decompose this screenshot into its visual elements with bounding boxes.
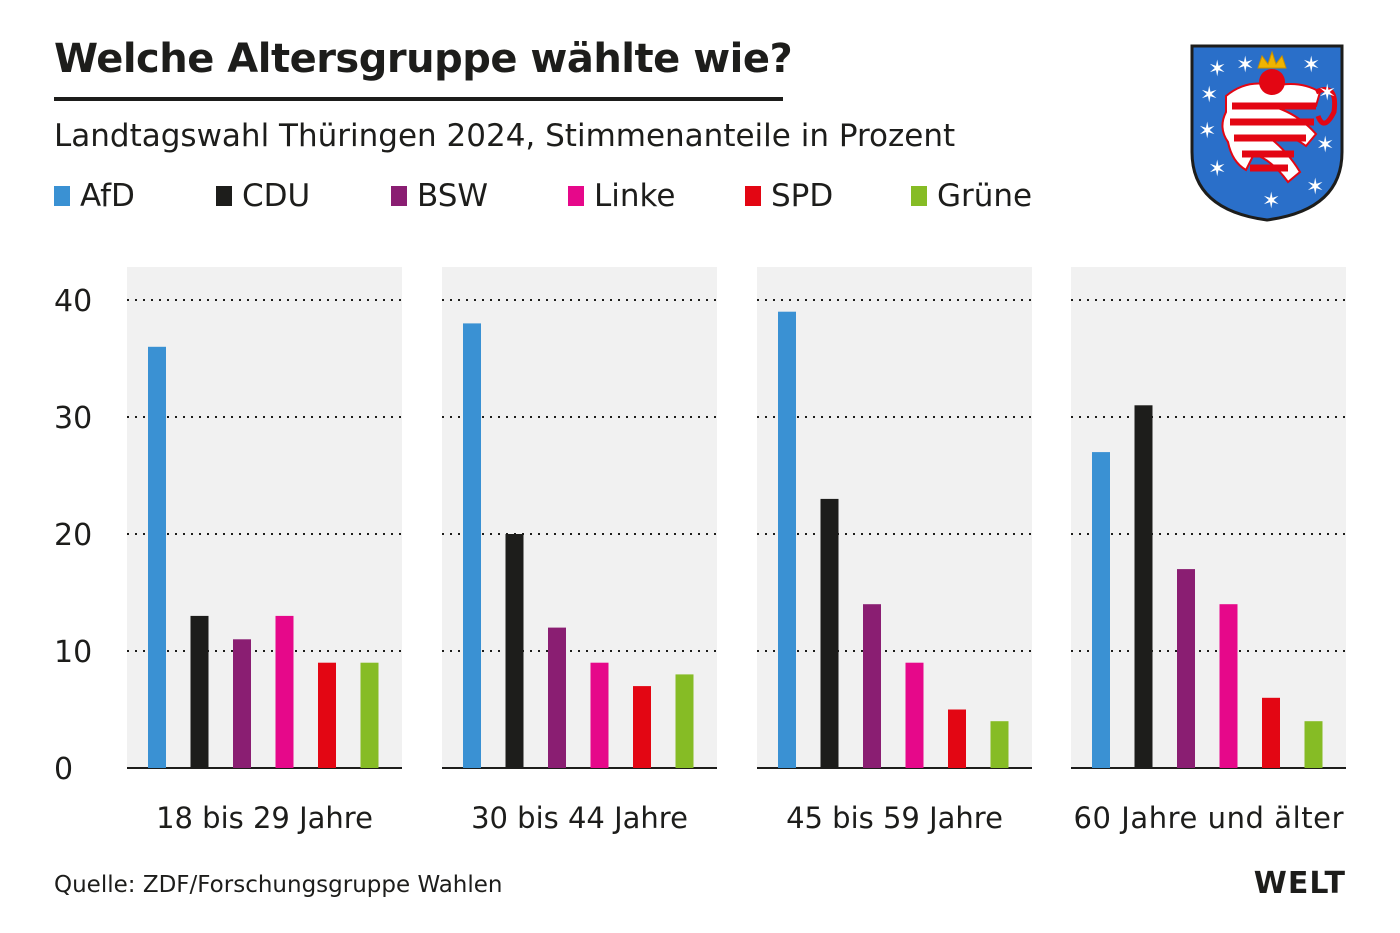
- bar-linke-60-jahre-und-lter: [1219, 604, 1238, 768]
- bar-spd-30-bis-44-jahre: [633, 686, 651, 768]
- legend-label-afd: AfD: [80, 178, 135, 214]
- y-tick-label: 10: [54, 635, 92, 670]
- grouped-bar-chart: 0 10 20 30 40 18 bis 29 Jahre 30 bis 44 Jahre 4…: [54, 267, 1346, 835]
- bar-linke-30-bis-44-jahre: [590, 662, 609, 768]
- svg-text:✶: ✶: [1208, 157, 1226, 182]
- legend-swatch-linke: [568, 186, 584, 206]
- legend-swatch-spd: [745, 186, 761, 206]
- welt-logo: WELT: [1253, 866, 1346, 901]
- svg-text:✶: ✶: [1318, 81, 1336, 106]
- source-note: Quelle: ZDF/Forschungsgruppe Wahlen: [54, 872, 503, 898]
- bar-afd-18-bis-29-jahre: [148, 346, 166, 768]
- bar-bsw-60-jahre-und-lter: [1177, 569, 1195, 768]
- x-category-label-30-bis-44-jahre: 30 bis 44 Jahre: [471, 801, 688, 835]
- svg-text:✶: ✶: [1208, 57, 1226, 82]
- legend-item-spd: SPD: [745, 178, 833, 214]
- svg-text:✶: ✶: [1306, 175, 1324, 200]
- bar-spd-60-jahre-und-lter: [1262, 697, 1280, 768]
- bar-linke-18-bis-29-jahre: [275, 615, 294, 768]
- legend-label-cdu: CDU: [242, 178, 311, 214]
- x-category-label-18-bis-29-jahre: 18 bis 29 Jahre: [156, 801, 373, 835]
- title-underline: [54, 97, 783, 101]
- bar-afd-60-jahre-und-lter: [1092, 452, 1110, 768]
- legend-item-gruene: Grüne: [911, 178, 1032, 214]
- y-tick-label: 20: [54, 518, 92, 553]
- svg-text:✶: ✶: [1262, 189, 1280, 214]
- bar-bsw-45-bis-59-jahre: [863, 604, 881, 768]
- legend-swatch-cdu: [216, 186, 232, 206]
- legend-label-bsw: BSW: [417, 178, 489, 214]
- bar-afd-30-bis-44-jahre: [463, 323, 481, 768]
- legend-item-cdu: CDU: [216, 178, 310, 214]
- panel-background: [442, 267, 717, 768]
- legend-swatch-gruene: [911, 186, 927, 206]
- y-tick-label: 30: [54, 401, 92, 436]
- bar-spd-45-bis-59-jahre: [948, 709, 966, 768]
- svg-text:✶: ✶: [1236, 53, 1254, 78]
- legend-item-bsw: BSW: [391, 178, 488, 214]
- bar-gr-ne-45-bis-59-jahre: [990, 721, 1009, 768]
- bar-gr-ne-30-bis-44-jahre: [675, 674, 694, 768]
- lion-figure: [1221, 50, 1338, 184]
- x-category-label-45-bis-59-jahre: 45 bis 59 Jahre: [786, 801, 1003, 835]
- legend-label-linke: Linke: [594, 178, 676, 214]
- svg-text:✶: ✶: [1316, 133, 1334, 158]
- svg-text:✶: ✶: [1198, 119, 1216, 144]
- y-tick-label: 0: [54, 752, 73, 787]
- legend-swatch-bsw: [391, 186, 407, 206]
- legend-item-afd: AfD: [54, 178, 135, 214]
- chart-subtitle: Landtagswahl Thüringen 2024, Stimmenante…: [54, 118, 956, 154]
- bar-cdu-60-jahre-und-lter: [1134, 405, 1153, 768]
- bar-cdu-45-bis-59-jahre: [820, 498, 839, 768]
- legend-swatch-afd: [54, 186, 70, 206]
- bar-gr-ne-60-jahre-und-lter: [1304, 721, 1323, 768]
- legend-label-gruene: Grüne: [937, 178, 1033, 214]
- thuringia-coat-of-arms: ✶ ✶ ✶ ✶ ✶ ✶ ✶ ✶ ✶ ✶: [1190, 44, 1344, 222]
- bar-bsw-30-bis-44-jahre: [548, 627, 566, 768]
- y-tick-label: 40: [54, 284, 92, 319]
- bar-bsw-18-bis-29-jahre: [233, 639, 251, 768]
- legend-item-linke: Linke: [568, 178, 675, 214]
- bar-spd-18-bis-29-jahre: [318, 662, 336, 768]
- chart-title: Welche Altersgruppe wählte wie?: [54, 36, 793, 82]
- x-category-label-60-jahre-und-lter: 60 Jahre und älter: [1074, 801, 1344, 835]
- panel-background: [127, 267, 402, 768]
- legend-label-spd: SPD: [771, 178, 834, 214]
- star-icons: ✶ ✶ ✶ ✶ ✶ ✶ ✶ ✶ ✶ ✶: [1198, 53, 1336, 214]
- bar-gr-ne-18-bis-29-jahre: [360, 662, 379, 768]
- bar-afd-45-bis-59-jahre: [778, 311, 796, 768]
- bar-linke-45-bis-59-jahre: [905, 662, 924, 768]
- bar-cdu-18-bis-29-jahre: [190, 615, 209, 768]
- bar-cdu-30-bis-44-jahre: [505, 534, 524, 768]
- panel-background: [1071, 267, 1346, 768]
- svg-text:✶: ✶: [1200, 83, 1218, 108]
- svg-text:✶: ✶: [1302, 53, 1320, 78]
- panel-background: [757, 267, 1032, 768]
